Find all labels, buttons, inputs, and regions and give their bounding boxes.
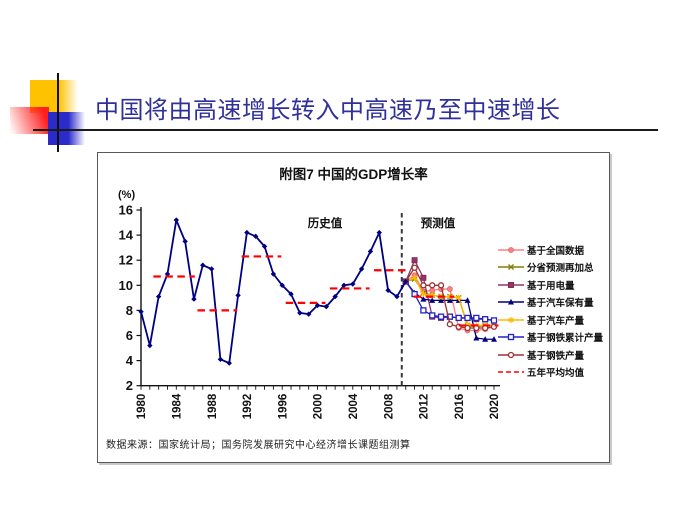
legend-label: 基于钢铁累计产量: [527, 333, 604, 345]
legend-label: 基于用电量: [527, 280, 575, 292]
svg-text:16: 16: [119, 203, 133, 218]
legend-label: 基于钢铁产量: [527, 350, 585, 362]
svg-text:1984: 1984: [172, 393, 184, 419]
chart-title: 附图7 中国的GDP增长率: [279, 167, 428, 182]
legend-item: 五年平均均值: [498, 364, 610, 382]
svg-text:1992: 1992: [242, 394, 254, 420]
svg-text:4: 4: [126, 353, 134, 368]
y-axis-unit-label: (%): [118, 189, 136, 201]
svg-text:6: 6: [126, 328, 133, 343]
legend-item: 基于汽车保有量: [498, 294, 610, 312]
legend-label: 基于汽车保有量: [527, 298, 594, 310]
svg-text:2000: 2000: [313, 394, 325, 420]
svg-text:1980: 1980: [136, 394, 148, 420]
legend-marker-icon: [498, 281, 524, 288]
legend-item: 基于钢铁累计产量: [498, 329, 610, 347]
legend-marker-icon: [498, 334, 524, 341]
forecast-zone-label: 预测值: [420, 218, 456, 230]
legend-label: 基于全国数据: [527, 245, 585, 257]
svg-text:1996: 1996: [277, 394, 289, 420]
legend-marker-icon: [498, 299, 524, 305]
svg-text:8: 8: [126, 303, 133, 318]
svg-text:2020: 2020: [489, 394, 501, 420]
legend-item: 基于用电量: [498, 276, 610, 294]
decoration-vertical-line: [57, 73, 59, 152]
svg-text:2004: 2004: [348, 393, 360, 419]
gdp-chart-panel: 2 4 6 8 10 12 14 16 1980 1984 1988 1992 1996 2000 2004…: [97, 152, 610, 463]
legend-marker-icon: [498, 351, 524, 358]
svg-text:12: 12: [119, 253, 133, 268]
legend-label: 五年平均均值: [527, 368, 585, 380]
svg-text:10: 10: [119, 278, 133, 293]
legend-marker-icon: [498, 371, 524, 374]
historical-zone-label: 历史值: [307, 218, 343, 230]
legend-label: 基于汽车产量: [527, 315, 585, 327]
chart-legend: 基于全国数据 分省预测再加总 基于用电量基于汽车保有量 基于汽车产量基于钢铁累计产量基…: [498, 241, 610, 381]
legend-item: 基于钢铁产量: [498, 346, 610, 364]
title-underline: [33, 129, 658, 131]
svg-text:2008: 2008: [383, 393, 395, 419]
svg-text:2016: 2016: [454, 394, 466, 420]
legend-item: 分省预测再加总: [498, 259, 610, 277]
legend-marker-icon: [498, 316, 524, 323]
legend-label: 分省预测再加总: [527, 263, 594, 275]
legend-marker-icon: [498, 246, 524, 253]
legend-marker-icon: [498, 264, 524, 271]
svg-text:2012: 2012: [419, 394, 431, 420]
svg-text:2: 2: [126, 378, 133, 393]
source-note: 数据来源：国家统计局；国务院发展研究中心经济增长课题组测算: [106, 440, 411, 451]
gdp-line-chart: 2 4 6 8 10 12 14 16 1980 1984 1988 1992 1996 2000 2004…: [119, 203, 502, 420]
svg-text:14: 14: [119, 228, 134, 243]
legend-item: 基于汽车产量: [498, 311, 610, 329]
legend-item: 基于全国数据: [498, 241, 610, 259]
svg-text:1988: 1988: [207, 393, 219, 419]
decoration-blue-square: [48, 112, 85, 145]
slide-title: 中国将由高速增长转入中高速乃至中速增长: [95, 98, 561, 124]
